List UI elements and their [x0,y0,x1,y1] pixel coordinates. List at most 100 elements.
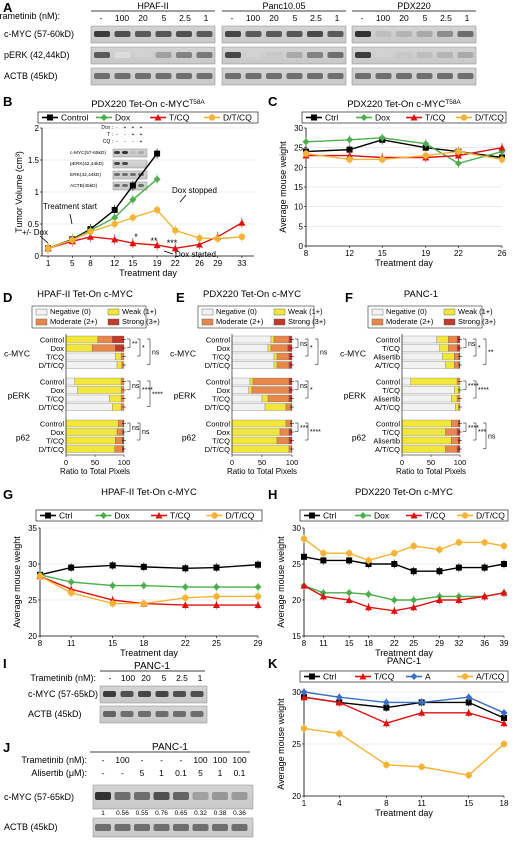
legend-box [299,509,509,522]
bar-segment-neg [65,377,75,386]
marker-tcq [435,596,443,603]
y-axis-label: Average mouse weight [276,698,286,790]
annotation-arrow [179,194,187,203]
marker-dtcq [410,542,417,550]
blot-band [176,31,192,37]
marker-ctrl [47,114,53,121]
bar-segment-mod [270,344,288,352]
treatment-label: Trametinib (nM): [0,11,60,21]
row-label: Control [40,378,65,387]
marker-ctrl [455,564,462,571]
marker-a [500,709,508,717]
marker-dox [100,512,107,519]
blot-band [266,52,282,58]
marker-tcq [359,673,367,680]
y-tick-label: 25 [294,144,303,153]
y-axis-label: Average mouse weight [12,536,22,628]
bar-segment-neg [231,377,251,386]
blot-row-label: pERK (42,44kD) [4,50,70,60]
significance-bracket [315,338,319,365]
significance-label: **** [152,391,163,398]
bar-segment-neg [65,352,116,361]
x-axis-label: Treatment day [375,648,433,658]
panel-letter-d: D [3,290,13,305]
line-chart-c: PDX220 Tet-On c-MYCT58A Ctrl Dox T/CQ D/T/CQ… [278,99,507,268]
blot-row-label: c-MYC (57-60kD) [4,29,74,39]
blot-band [231,792,248,800]
marker-dtcq [87,228,94,235]
dose-label: - [361,13,364,23]
legend-label: T/CQ [169,113,190,123]
dose-label: 100 [376,13,390,23]
blot-row-label: ACTB (45kD) [4,71,58,81]
dose-label: 5 [140,768,145,778]
marker-dtcq [69,236,76,244]
legend-label: D/T/CQ [226,511,255,521]
blot-band [155,711,169,717]
x-tick-label: 100 [454,458,467,467]
x-tick-label: 18 [364,639,373,648]
legend-swatch [201,308,214,316]
marker-ctrl [140,563,147,570]
marker-tcq [154,114,162,121]
blot-band [114,792,131,800]
blot-band [245,31,262,37]
blot-band [375,52,392,58]
row-label: D/T/CQ [205,445,231,454]
significance-label: * [478,345,481,352]
quant-value: 0.36 [233,810,246,817]
legend-swatch [443,308,456,316]
x-tick-label: 0 [400,458,404,467]
blot-band [225,52,241,58]
bar-segment-neg [401,352,443,361]
quant-value: 0.76 [155,810,168,817]
significance-label: ns [142,429,150,436]
legend-label: Ctrl [323,511,336,521]
bar-segment-neg [65,403,113,411]
bar-segment-weak [65,428,118,436]
inset-band [122,184,128,187]
blot-band [173,711,186,717]
blot-band [355,73,371,79]
marker-ctrl [501,715,507,721]
legend: Negative (0) Weak (1+) Moderate (2+) Strong… [367,305,496,329]
legend-label: Strong (3+) [122,317,160,326]
significance-bracket [295,380,299,390]
legend-label: Weak (1+) [288,307,323,316]
row-label: Dox [51,386,65,395]
x-axis-label: Treatment day [120,648,178,658]
row-label: Control [40,336,65,345]
blot-band [307,73,323,79]
marker-tcq [365,603,373,611]
legend: Ctrl Dox T/CQ D/T/CQ [299,509,509,522]
inset-sign: - [116,132,118,138]
significance-bracket [137,422,141,441]
dose-label: 100 [121,673,135,683]
dose-label: 1 [159,768,164,778]
significance-label: * [142,345,145,352]
x-axis-label: Treatment day [375,808,433,818]
row-label: T/CQ [212,353,230,362]
row-label: D/T/CQ [39,361,65,370]
marker-ctrl [301,553,307,560]
legend: Negative (0) Weak (1+) Moderate (2+) Strong… [31,305,160,329]
bar-segment-weak [65,436,116,445]
y-tick-label: 30 [292,524,301,533]
marker-a [300,688,308,696]
blot-band [286,31,303,37]
chart-title: PANC-1 [387,656,421,667]
x-axis-label: Treatment day [119,268,177,278]
significance-bracket [463,380,467,390]
y-tick-label: 30 [292,688,301,697]
bar-segment-weak [116,361,122,369]
panel-letter-g: G [3,487,14,502]
inset-row-label: pERK(42,44kD) [70,161,104,167]
significance-bracket [463,338,467,348]
legend-label: Ctrl [59,511,72,521]
blot-band [176,73,192,79]
row-label: Control [40,420,65,429]
marker-dox [345,589,353,597]
legend-swatch [35,308,48,316]
bar-segment-mod [448,344,458,352]
